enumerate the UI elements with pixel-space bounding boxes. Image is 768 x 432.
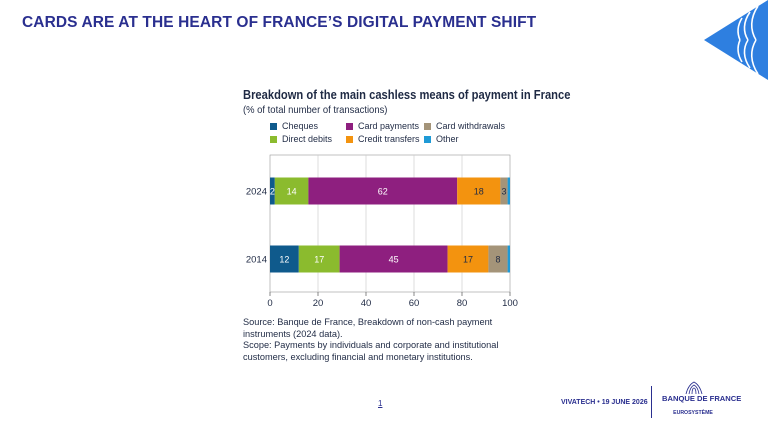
category-label: 2024 <box>246 187 267 198</box>
legend-swatch <box>424 122 431 130</box>
bar-segment <box>339 245 448 273</box>
legend-item-card-payments: Card payments <box>346 121 419 131</box>
legend-item-cheques: Cheques <box>270 121 318 131</box>
x-tick-label: 0 <box>267 298 272 309</box>
bar-segment <box>500 177 508 205</box>
legend-label: Other <box>436 134 459 144</box>
data-label: 12 <box>279 255 289 265</box>
banque-de-france-logo-text: BANQUE DE FRANCE <box>662 394 742 403</box>
page-number-link[interactable]: 1 <box>378 399 383 408</box>
chart-subtitle: (% of total number of transactions) <box>243 104 388 116</box>
chart-title: Breakdown of the main cashless means of … <box>243 87 571 102</box>
footer-divider <box>651 386 652 418</box>
corner-logo-icon <box>704 0 768 80</box>
x-tick-label: 60 <box>409 298 420 309</box>
legend-swatch <box>270 122 277 130</box>
data-label: 3 <box>501 187 506 197</box>
slide-title: CARDS ARE AT THE HEART OF FRANCE’S DIGIT… <box>22 14 537 31</box>
source-line: Source: Banque de France, Breakdown of n… <box>243 317 493 339</box>
bar-segment <box>507 245 510 273</box>
data-label: 8 <box>495 255 500 265</box>
legend-item-card-withdrawals: Card withdrawals <box>424 121 505 131</box>
legend-label: Cheques <box>282 121 319 131</box>
legend-item-credit-transfers: Credit transfers <box>346 134 420 144</box>
eurosysteme-logo-text: EUROSYSTÈME <box>673 410 713 416</box>
data-label: 17 <box>463 255 473 265</box>
data-label: 18 <box>474 187 484 197</box>
chart-source: Source: Banque de France, Breakdown of n… <box>243 317 533 363</box>
legend-swatch <box>346 135 353 143</box>
bar-segment <box>274 177 309 205</box>
legend-item-direct-debits: Direct debits <box>270 134 332 144</box>
legend-label: Card withdrawals <box>436 121 506 131</box>
x-tick-label: 80 <box>457 298 468 309</box>
legend-swatch <box>270 135 277 143</box>
bar-segment <box>308 177 458 205</box>
bar-segment <box>457 177 501 205</box>
bar-segment <box>298 245 340 273</box>
legend-swatch <box>424 135 431 143</box>
bar-segment <box>447 245 489 273</box>
bar-segment <box>270 177 275 205</box>
data-label: 2 <box>270 187 275 197</box>
legend-item-other: Other <box>424 134 459 144</box>
legend-label: Credit transfers <box>358 134 420 144</box>
banque-de-france-emblem-icon <box>685 381 703 395</box>
data-label: 62 <box>378 187 388 197</box>
x-tick-label: 40 <box>361 298 372 309</box>
x-tick-label: 20 <box>313 298 324 309</box>
bar-segment <box>270 245 299 273</box>
data-label: 14 <box>287 187 297 197</box>
category-label: 2014 <box>246 255 267 266</box>
x-tick-label: 100 <box>502 298 518 309</box>
data-label: 45 <box>389 255 399 265</box>
bar-segment <box>488 245 508 273</box>
bar-segment <box>507 177 510 205</box>
data-label: 17 <box>314 255 324 265</box>
legend-swatch <box>346 122 353 130</box>
legend-label: Card payments <box>358 121 420 131</box>
scope-line: Scope: Payments by individuals and corpo… <box>243 340 499 362</box>
footer-date: VIVATECH • 19 JUNE 2026 <box>561 399 648 406</box>
legend-label: Direct debits <box>282 134 333 144</box>
